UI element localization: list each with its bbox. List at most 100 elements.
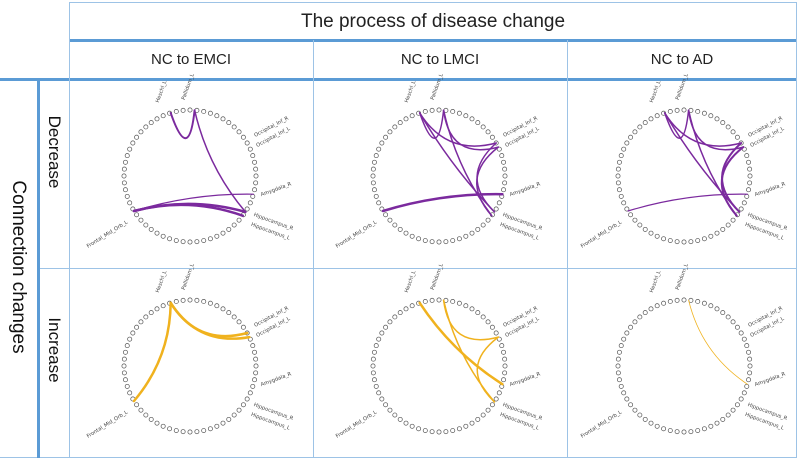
region-node [744,343,750,349]
connectogram-increase-emci: Pallidum_LHeschl_LOccipital_Inf_ROccipit… [86,263,294,440]
column-title-emci: NC to EMCI [150,51,231,68]
region-node [747,166,753,172]
region-node [496,336,502,342]
region-node [456,236,462,242]
region-node [637,314,643,320]
region-node [469,230,475,236]
region-node [244,396,250,402]
connection-edges [627,109,748,217]
region-node [674,107,680,113]
region-node [744,383,750,389]
region-node [463,233,469,239]
region-node [725,314,731,320]
connection-edge [418,109,445,139]
region-node [180,429,186,435]
region-node [180,297,186,303]
header-divider [69,39,797,42]
connection-edge [169,301,251,340]
region-node [496,200,502,206]
region-node [714,420,720,426]
region-node [475,310,481,316]
region-node [628,212,634,218]
connection-edge [688,299,748,385]
region-node [214,303,220,309]
region-node [160,233,166,239]
region-label-frontal-mid-orb-l: Frontal_Mid_Orb_L [86,410,129,440]
region-node [409,233,415,239]
region-node [654,113,660,119]
region-node [194,429,200,435]
region-node [252,187,258,193]
region-node [134,402,140,408]
region-node [688,239,694,245]
region-node [720,416,726,422]
region-node [392,222,398,228]
region-node [122,377,128,383]
region-label-heschl-l: Heschl_L [649,80,662,104]
region-node [122,349,128,355]
region-node [621,146,627,152]
region-node [443,239,449,245]
region-node [160,113,166,119]
region-node [253,180,259,186]
region-node [502,356,508,362]
region-node [130,330,136,336]
region-node [654,423,660,429]
region-node [734,134,740,140]
region-node [130,140,136,146]
region-node [383,402,389,408]
region-node [615,173,621,179]
region-node [695,238,701,244]
connectogram-increase-lmci: Pallidum_LHeschl_LOccipital_Inf_ROccipit… [335,263,543,440]
region-node [134,212,140,218]
region-node [252,349,258,355]
region-node [247,146,253,152]
region-node [637,412,643,418]
region-node [231,412,237,418]
region-node [253,363,259,369]
region-node [708,113,714,119]
region-node [187,239,193,245]
region-node [661,426,667,432]
row-label-decrease: Decrease [45,115,64,189]
connection-edge [169,301,249,338]
region-node [501,377,507,383]
connection-edges [418,299,504,403]
region-node [194,239,200,245]
region-node [628,402,634,408]
region-node [456,300,462,306]
region-node [708,233,714,239]
region-node [628,324,634,330]
region-node [621,200,627,206]
region-node [220,116,226,122]
region-node [397,226,403,232]
region-node [667,428,673,434]
region-node [681,297,687,303]
region-node [207,236,213,242]
region-node [379,330,385,336]
region-node [502,173,508,179]
region-node [642,226,648,232]
region-node [416,426,422,432]
region-node [392,124,398,130]
region-node [493,206,499,212]
region-node [370,363,376,369]
header-title: The process of disease change [300,11,566,32]
region-node [648,306,654,312]
region-node [201,108,207,114]
region-node [469,306,475,312]
region-node [236,407,242,413]
region-node [747,356,753,362]
region-node [250,153,256,159]
connection-edges [688,299,748,385]
region-node [485,319,491,325]
region-node [383,134,389,140]
region-node [121,363,127,369]
region-node [207,300,213,306]
region-node [746,349,752,355]
region-node [403,306,409,312]
connection-edges [381,109,504,217]
row-group-divider [37,80,40,458]
region-node [744,153,750,159]
region-node [502,370,508,376]
